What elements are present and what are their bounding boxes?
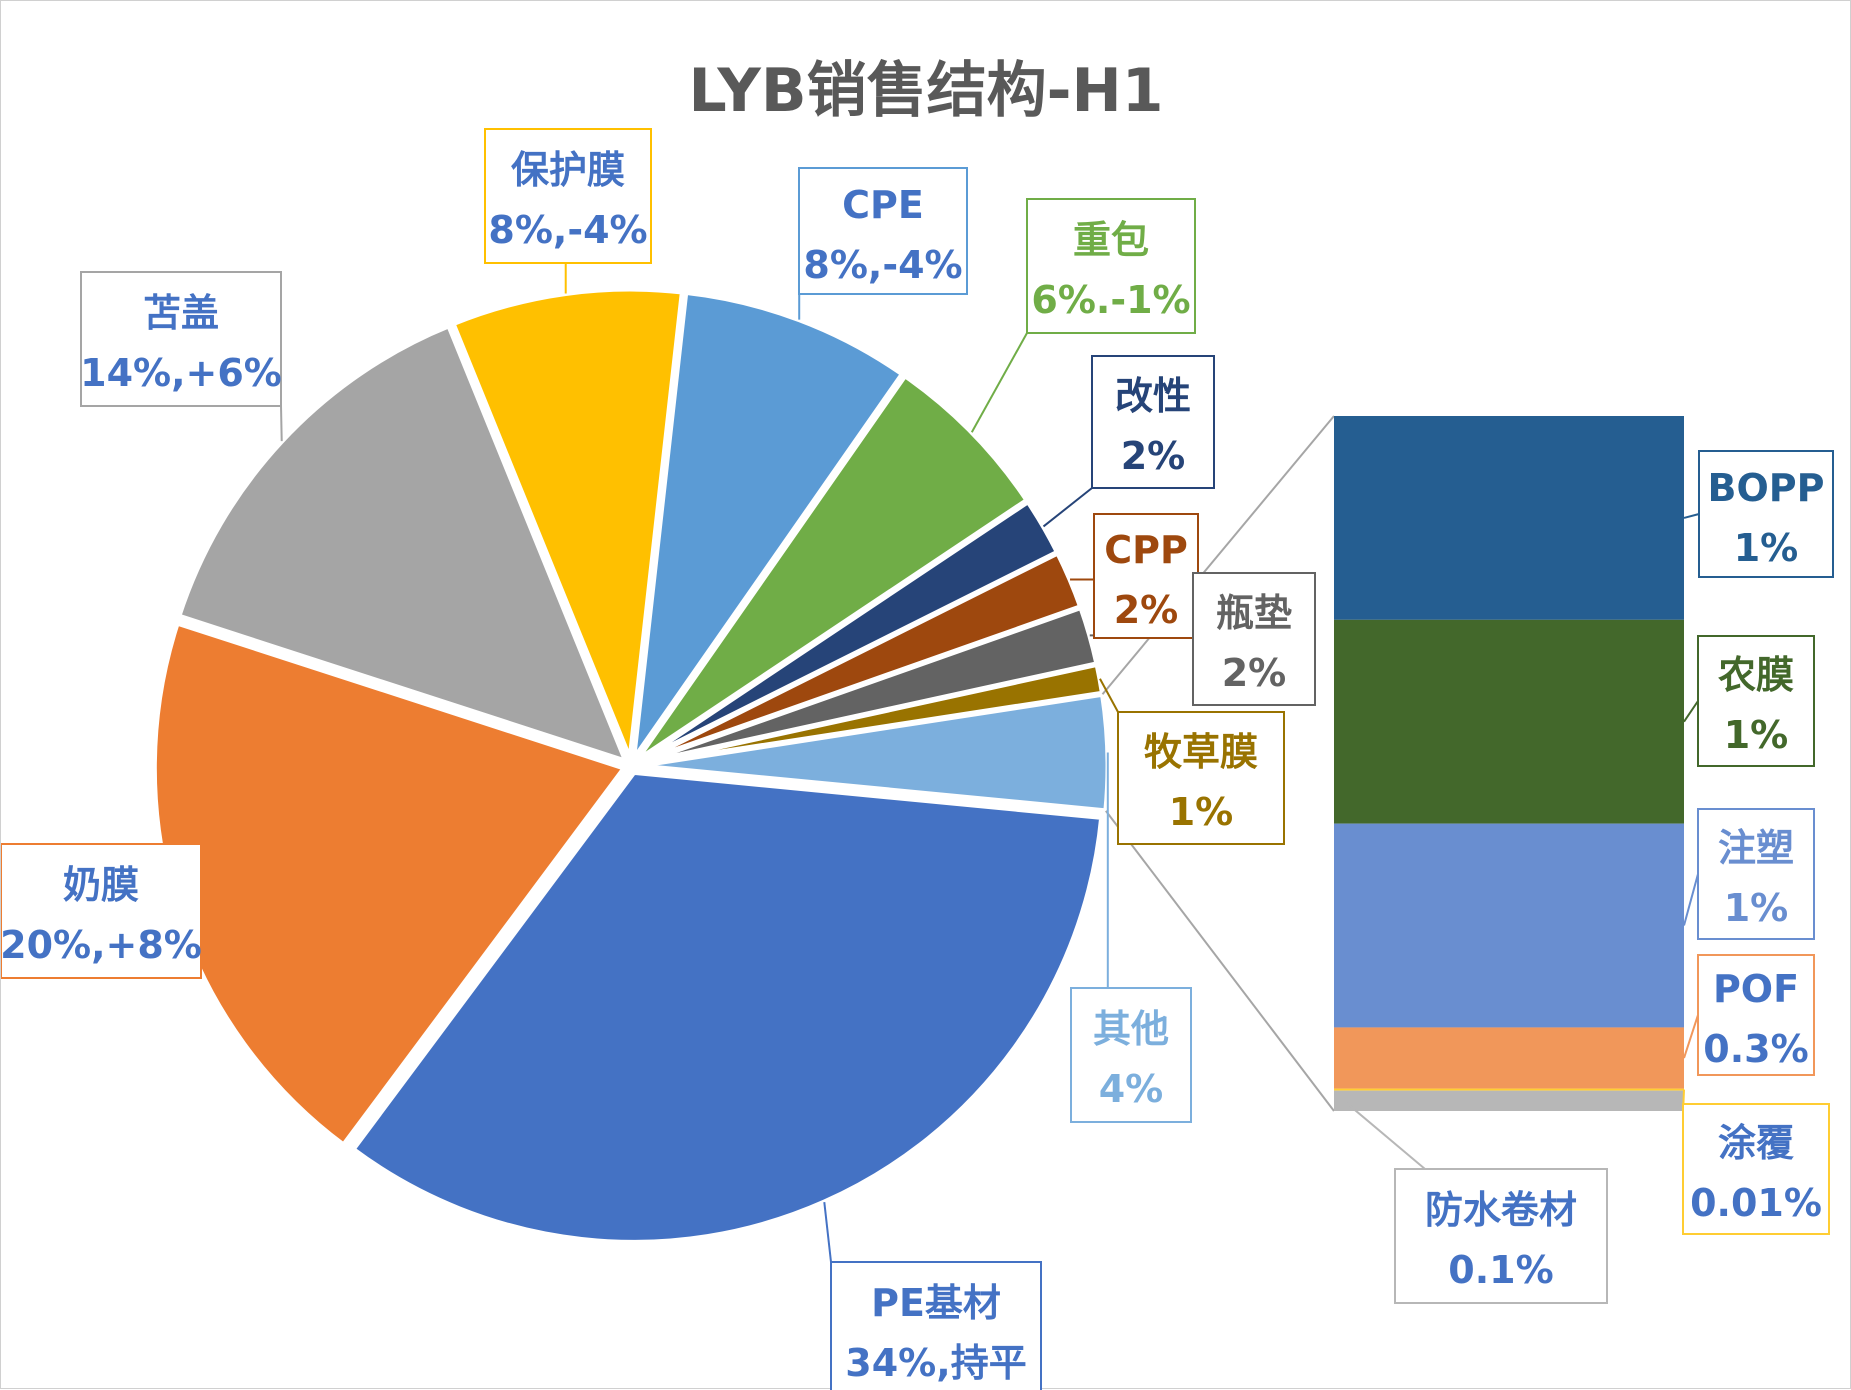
pie-label-item-1: 奶膜 20%,+8% bbox=[1, 844, 202, 978]
bar-label-item-2-name: 注塑 bbox=[1718, 826, 1794, 870]
pie-label-item-2: 苫盖 14%,+6% bbox=[80, 272, 282, 406]
bar-label-item-5: 防水卷材 0.1% bbox=[1395, 1169, 1607, 1303]
pie-label-item-8: 瓶垫 2% bbox=[1193, 573, 1315, 705]
pie-label-item-5-value: 6%.-1% bbox=[1031, 278, 1190, 322]
pie-label-item-1-name: 奶膜 bbox=[63, 863, 139, 907]
bar-label-item-1: 农膜 1% bbox=[1698, 636, 1814, 766]
pie-label-item-9-value: 1% bbox=[1169, 790, 1234, 834]
bar-label-item-2: 注塑 1% bbox=[1698, 809, 1814, 939]
pie-label-item-7-name: CPP bbox=[1104, 528, 1188, 572]
bar-label-item-1-value: 1% bbox=[1724, 713, 1789, 757]
pie-label-item-5: 重包 6%.-1% bbox=[1027, 199, 1195, 333]
bar-segment-item-1 bbox=[1334, 620, 1684, 824]
bar-label-item-2-value: 1% bbox=[1724, 886, 1789, 930]
bar-label-item-0: BOPP 1% bbox=[1699, 451, 1833, 577]
pie-label-item-10: 其他 4% bbox=[1071, 988, 1191, 1122]
pie-label-item-0-value: 34%,持平 bbox=[845, 1341, 1026, 1385]
leader-line-item-5 bbox=[972, 333, 1027, 432]
bar-label-item-4-name: 涂覆 bbox=[1718, 1121, 1794, 1165]
leader-line-item-2 bbox=[281, 406, 282, 441]
pie-label-item-7: CPP 2% bbox=[1094, 514, 1198, 638]
bar-segment-item-5 bbox=[1334, 1091, 1684, 1111]
pie-label-item-7-value: 2% bbox=[1114, 588, 1179, 632]
bar-leader-line-item-1 bbox=[1684, 701, 1698, 722]
bar-segment-item-4 bbox=[1334, 1089, 1684, 1091]
pie-label-item-9-name: 牧草膜 bbox=[1144, 730, 1258, 774]
pie-label-item-9: 牧草膜 1% bbox=[1118, 712, 1284, 844]
leader-line-item-0 bbox=[824, 1202, 831, 1262]
pie-label-item-3: 保护膜 8%,-4% bbox=[485, 129, 651, 263]
bar-group bbox=[1334, 416, 1684, 1111]
pie-label-item-4-name: CPE bbox=[842, 183, 924, 227]
bar-label-item-5-name: 防水卷材 bbox=[1425, 1188, 1577, 1232]
bar-label-item-4-value: 0.01% bbox=[1690, 1181, 1822, 1225]
pie-label-item-3-name: 保护膜 bbox=[511, 148, 625, 192]
leader-line-item-6 bbox=[1043, 488, 1092, 526]
pie-label-item-6-name: 改性 bbox=[1115, 374, 1191, 418]
pie-label-item-2-value: 14%,+6% bbox=[80, 351, 282, 395]
bar-label-item-0-value: 1% bbox=[1734, 526, 1799, 570]
bar-label-item-3-value: 0.3% bbox=[1703, 1027, 1808, 1071]
pie-label-item-6-value: 2% bbox=[1121, 434, 1186, 478]
pie-label-item-8-name: 瓶垫 bbox=[1216, 591, 1292, 635]
bar-leader-line-item-0 bbox=[1684, 514, 1699, 518]
pie-label-item-4: CPE 8%,-4% bbox=[799, 168, 967, 294]
pie-label-item-0: PE基材 34%,持平 bbox=[831, 1262, 1041, 1390]
bar-leader-line-item-5 bbox=[1344, 1101, 1425, 1169]
chart-title: LYB销售结构-H1 bbox=[689, 56, 1164, 126]
pie-label-item-10-value: 4% bbox=[1099, 1067, 1164, 1111]
pie-label-item-8-value: 2% bbox=[1222, 651, 1287, 695]
bar-label-item-5-value: 0.1% bbox=[1448, 1248, 1553, 1292]
bar-leader-line-item-3 bbox=[1684, 1015, 1698, 1058]
pie-label-item-0-name: PE基材 bbox=[871, 1281, 1001, 1325]
bar-segment-item-0 bbox=[1334, 416, 1684, 620]
bar-segment-item-3 bbox=[1334, 1027, 1684, 1088]
bar-segment-item-2 bbox=[1334, 824, 1684, 1028]
pie-label-item-5-name: 重包 bbox=[1073, 218, 1149, 262]
bar-leader-line-item-2 bbox=[1684, 874, 1698, 926]
bar-label-item-4: 涂覆 0.01% bbox=[1683, 1104, 1829, 1234]
bar-label-item-3-name: POF bbox=[1713, 967, 1799, 1011]
pie-group bbox=[154, 289, 1108, 1242]
bar-label-item-0-name: BOPP bbox=[1708, 466, 1825, 510]
pie-label-item-10-name: 其他 bbox=[1093, 1007, 1169, 1051]
pie-label-item-6: 改性 2% bbox=[1092, 356, 1214, 488]
pie-label-item-2-name: 苫盖 bbox=[143, 291, 219, 335]
pie-label-item-1-value: 20%,+8% bbox=[1, 923, 202, 967]
bar-label-item-1-name: 农膜 bbox=[1718, 653, 1794, 697]
bar-label-item-3: POF 0.3% bbox=[1698, 955, 1814, 1075]
pie-label-item-4-value: 8%,-4% bbox=[803, 243, 962, 287]
pie-label-item-3-value: 8%,-4% bbox=[488, 208, 647, 252]
